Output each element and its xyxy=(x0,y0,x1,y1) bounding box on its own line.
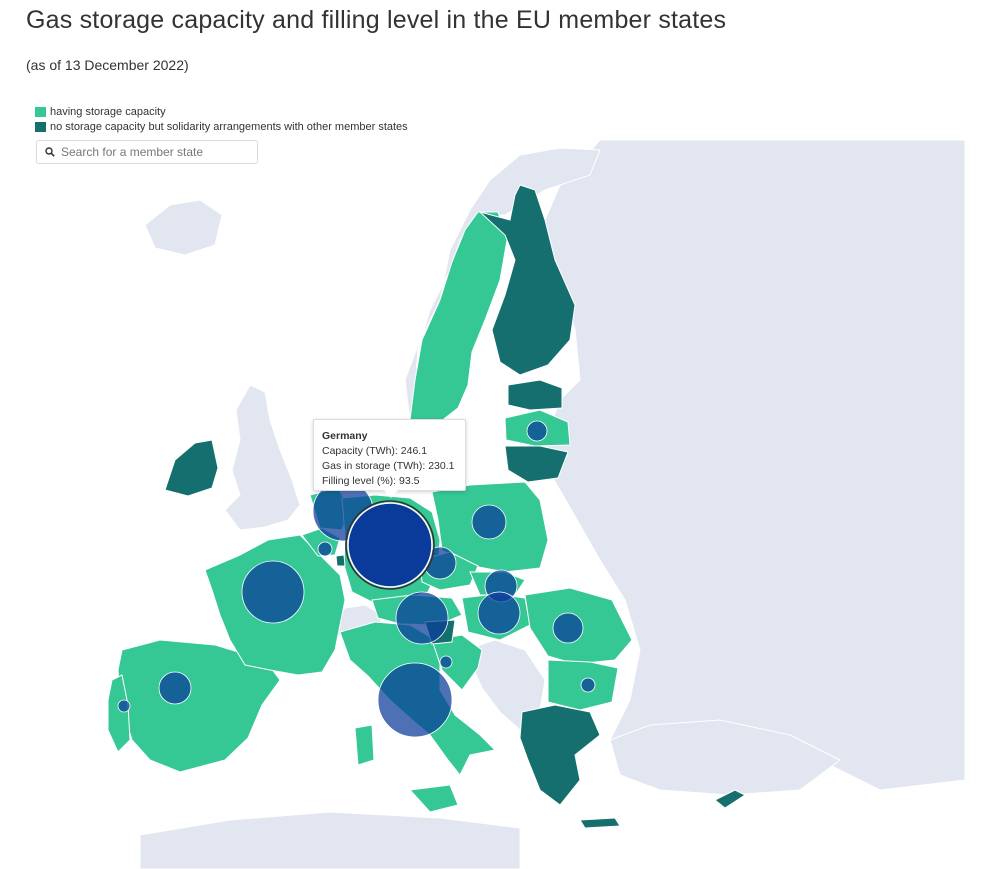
iceland xyxy=(144,199,223,256)
bubble-romania xyxy=(552,612,584,644)
bubble-poland xyxy=(471,504,507,540)
bubble-hungary xyxy=(477,591,521,635)
bubble-germany-outer xyxy=(345,500,435,590)
bubble-latvia xyxy=(526,420,548,442)
country-sardinia xyxy=(354,724,375,766)
bubble-portugal xyxy=(117,699,131,713)
tooltip-arrow xyxy=(384,490,398,498)
bubble-italy xyxy=(377,662,453,738)
north-africa xyxy=(139,811,521,869)
bubble-germany-highlight[interactable] xyxy=(345,500,435,590)
bubble-france xyxy=(241,560,305,624)
country-luxembourg xyxy=(335,554,346,567)
bubble-belgium xyxy=(317,541,333,557)
legend-swatch-storage xyxy=(35,106,46,117)
country-cyprus xyxy=(714,789,747,809)
country-ireland xyxy=(164,439,219,497)
country-lithuania xyxy=(504,445,569,483)
page-title: Gas storage capacity and filling level i… xyxy=(26,6,727,34)
search-icon xyxy=(45,147,55,157)
legend: having storage capacity no storage capac… xyxy=(35,104,408,134)
bubble-bulgaria xyxy=(580,677,596,693)
tooltip-filling-level: Filling level (%): 93.5 xyxy=(322,475,420,487)
search-input[interactable] xyxy=(61,145,246,159)
legend-swatch-no-storage xyxy=(35,121,46,132)
country-estonia xyxy=(507,379,563,411)
legend-label-storage: having storage capacity xyxy=(50,105,166,118)
country-croatia xyxy=(431,634,483,691)
legend-label-no-storage: no storage capacity but solidarity arran… xyxy=(50,120,408,133)
eu-no-storage[interactable] xyxy=(164,184,747,829)
page-subtitle: (as of 13 December 2022) xyxy=(26,57,189,73)
legend-item-no-storage: no storage capacity but solidarity arran… xyxy=(35,119,408,134)
tooltip-capacity: Capacity (TWh): 246.1 xyxy=(322,445,428,457)
country-sicily xyxy=(408,784,459,813)
turkey xyxy=(609,719,841,796)
tooltip-gas-in-storage: Gas in storage (TWh): 230.1 xyxy=(322,460,455,472)
non-eu-land xyxy=(139,139,966,869)
tooltip-title: Germany xyxy=(322,430,368,442)
tooltip-germany: Germany Capacity (TWh): 246.1 Gas in sto… xyxy=(313,419,466,491)
country-portugal xyxy=(107,674,131,753)
bubble-spain xyxy=(158,671,192,705)
norway xyxy=(404,147,601,421)
bubble-germany xyxy=(347,502,433,588)
bubble-austria xyxy=(395,591,449,645)
united-kingdom xyxy=(224,384,301,531)
country-finland xyxy=(479,184,576,376)
bubble-croatia xyxy=(439,655,453,669)
country-greece xyxy=(519,704,601,806)
country-crete xyxy=(579,817,621,829)
legend-item-storage: having storage capacity xyxy=(35,104,408,119)
search-box[interactable] xyxy=(36,140,258,164)
